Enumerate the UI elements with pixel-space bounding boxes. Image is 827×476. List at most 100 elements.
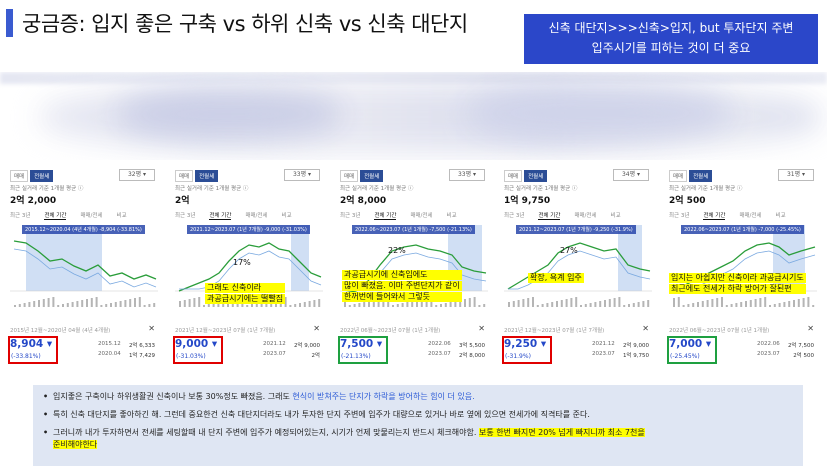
period-tab[interactable]: 비교: [775, 213, 786, 219]
drop-range-label: 2022.06~2023.07 (1년 1개월) -7,500 (-21.13%…: [352, 225, 475, 234]
size-dropdown[interactable]: 33평 ▾: [449, 169, 485, 181]
volume-bar: [604, 300, 606, 307]
tab-rent[interactable]: 전월세: [524, 170, 548, 182]
period-tab[interactable]: 전체 기간: [44, 213, 67, 220]
price-panel: 매매 전월세 32평 ▾ 최근 실거래 기준 1개월 평균 ⓘ 2억 2,000 최근 3…: [6, 163, 161, 373]
period-tab[interactable]: 최근 3년: [175, 213, 196, 219]
volume-bar: [430, 297, 433, 307]
period-tab[interactable]: 비교: [610, 213, 621, 219]
annotation-line: 그래도 신축이라: [205, 283, 286, 293]
size-dropdown[interactable]: 31평 ▾: [778, 169, 814, 181]
period-tab[interactable]: 전체 기간: [538, 213, 561, 220]
volume-bar: [618, 297, 621, 307]
volume-bar: [303, 302, 306, 307]
yellow-annotation: 확장, 욕계 입주: [528, 273, 584, 284]
volume-bar: [183, 300, 186, 307]
period-tabs: 최근 3년 전체 기간 매매/전세 비교: [10, 211, 127, 220]
compare-date: 2022.06: [757, 341, 780, 347]
volume-bar: [153, 303, 156, 307]
close-icon[interactable]: ✕: [807, 324, 814, 333]
volume-bar: [363, 302, 366, 307]
tab-sale[interactable]: 매매: [669, 170, 688, 182]
period-tab[interactable]: 매매/전세: [739, 213, 762, 219]
annotation-line: 입지는 아쉽지만 신축이라 과공급시기도: [669, 273, 806, 283]
tab-sale[interactable]: 매매: [340, 170, 359, 182]
period-tab[interactable]: 전체 기간: [209, 213, 232, 220]
period-tab[interactable]: 매매/전세: [80, 213, 103, 219]
volume-bar: [57, 305, 60, 307]
sale-price-line: [178, 242, 322, 292]
tab-rent[interactable]: 전월세: [30, 170, 54, 182]
period-tab[interactable]: 전체 기간: [703, 213, 726, 220]
tab-sale[interactable]: 매매: [10, 170, 29, 182]
volume-bar: [95, 297, 98, 307]
yellow-annotation: 그래도 신축이라 과공급시기에는 떨빨짐: [205, 283, 286, 305]
close-icon[interactable]: ✕: [148, 324, 155, 333]
volume-bar: [773, 304, 776, 307]
avg-note: 최근 실거래 기준 1개월 평균 ⓘ: [10, 186, 84, 192]
period-tab[interactable]: 매매/전세: [410, 213, 433, 219]
volume-bar: [478, 305, 481, 307]
period-tab[interactable]: 최근 3년: [669, 213, 690, 219]
volume-bar: [623, 305, 626, 307]
compare-date: 2015.12: [98, 341, 121, 347]
volume-bar: [207, 304, 210, 307]
period-tab[interactable]: 비교: [116, 213, 127, 219]
volume-bar: [783, 302, 786, 307]
compare-value: 2억 6,333: [128, 343, 155, 349]
period-tab[interactable]: 비교: [446, 213, 457, 219]
period-tab[interactable]: 매매/전세: [574, 213, 597, 219]
period-tab[interactable]: 비교: [281, 213, 292, 219]
volume-bar: [628, 304, 630, 307]
annotation-line: 한꺼번에 들어와서 그렇듯: [342, 292, 462, 302]
price-panel: 매매 전월세 31평 ▾ 최근 실거래 기준 1개월 평균 ⓘ 2억 500 최근 3년 전…: [665, 163, 820, 373]
period-tab[interactable]: 최근 3년: [10, 213, 31, 219]
callout-line-1: 신축 대단지>>>신축>입지, but 투자단지 주변: [548, 21, 794, 35]
volume-bar: [632, 303, 635, 307]
close-icon[interactable]: ✕: [478, 324, 485, 333]
volume-bar: [642, 301, 645, 307]
selected-range: 2021년 12월~2023년 07월 (1년 7개월): [175, 328, 276, 334]
period-tab[interactable]: 최근 3년: [504, 213, 525, 219]
tab-sale[interactable]: 매매: [504, 170, 523, 182]
period-tab[interactable]: 매매/전세: [245, 213, 268, 219]
summary-bullets: • 입지좋은 구축이나 하위생활권 신축이나 보통 30%정도 빠졌음. 그래도…: [33, 385, 803, 466]
volume-bar: [580, 305, 582, 307]
volume-bar: [33, 301, 36, 307]
price-change-value: 8,904 ▾: [10, 338, 53, 350]
size-dropdown[interactable]: 33평 ▾: [284, 169, 320, 181]
bullet-3-highlight: 보통 한번 빠지면 20% 넘게 빠지니까 최소 7천을: [478, 428, 645, 437]
compare-value: 1억 7,429: [128, 353, 155, 359]
selected-range: 2022년 06월~2023년 07월 (1년 1개월): [340, 328, 441, 334]
volume-bar: [86, 299, 88, 307]
volume-bar: [444, 303, 447, 307]
close-icon[interactable]: ✕: [313, 324, 320, 333]
size-dropdown[interactable]: 34평 ▾: [613, 169, 649, 181]
tab-rent[interactable]: 전월세: [689, 170, 713, 182]
tab-rent[interactable]: 전월세: [195, 170, 219, 182]
period-tab[interactable]: 최근 3년: [340, 213, 361, 219]
volume-bar: [706, 300, 709, 307]
volume-bar: [38, 300, 40, 307]
volume-bar: [440, 304, 442, 307]
compare-date: 2023.07: [592, 351, 615, 357]
current-price: 2억 500: [669, 196, 706, 206]
tab-rent[interactable]: 전월세: [360, 170, 384, 182]
volume-bar: [551, 302, 554, 307]
volume-bar: [647, 300, 650, 307]
volume-bar: [114, 302, 117, 307]
change-highlight-box: [502, 336, 552, 364]
sale-price-line: [13, 240, 157, 280]
volume-bar: [677, 297, 680, 307]
annotation-line: 많이 빠졌음. 이마 주변단지가 같이: [342, 281, 462, 291]
tab-sale[interactable]: 매매: [175, 170, 194, 182]
volume-bar: [318, 299, 321, 307]
close-icon[interactable]: ✕: [642, 324, 649, 333]
drop-range-label: 2021.12~2023.07 (1년 7개월) -9,000 (-31.03%…: [187, 225, 310, 234]
avg-note: 최근 실거래 기준 1개월 평균 ⓘ: [504, 186, 578, 192]
title-accent-bar: [6, 9, 13, 37]
panel-tabs: 매매 전월세: [504, 170, 548, 182]
period-tab[interactable]: 전체 기간: [374, 213, 397, 220]
size-dropdown[interactable]: 32평 ▾: [119, 169, 155, 181]
price-chart: [665, 221, 820, 311]
